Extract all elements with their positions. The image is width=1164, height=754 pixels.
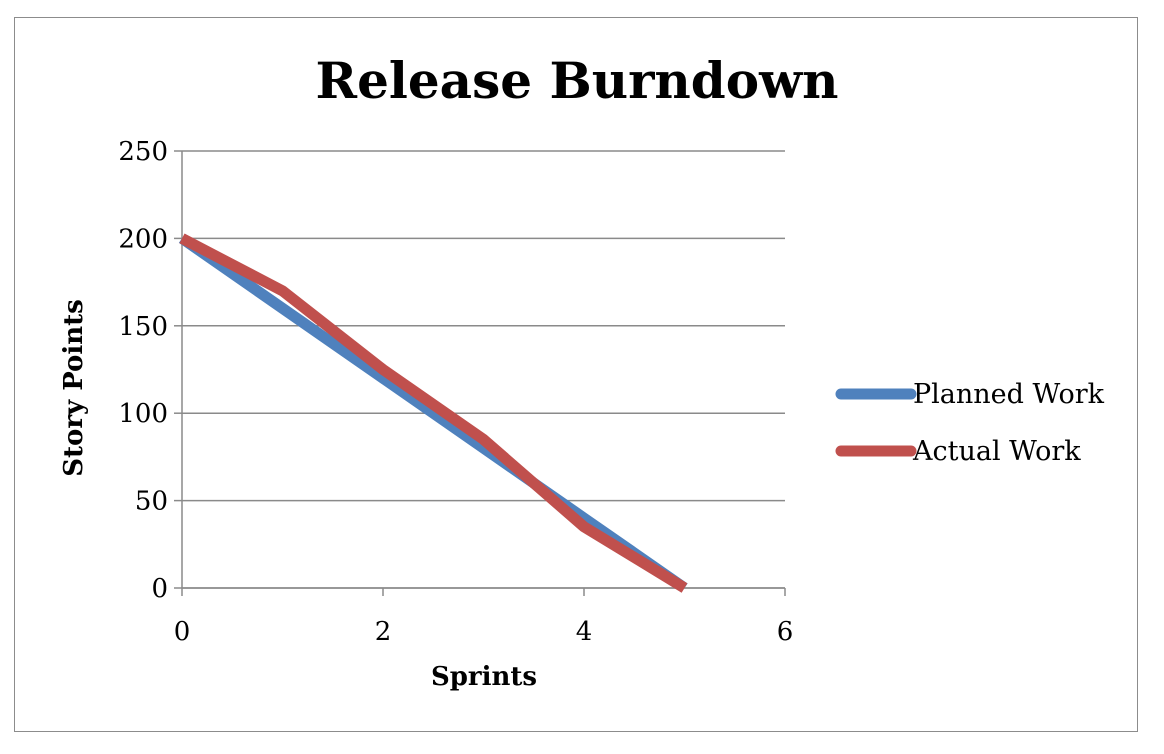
- data-point-actual-work-2: [383, 369, 384, 370]
- series-lines: [178, 233, 688, 593]
- data-point-actual-work-4: [584, 526, 585, 527]
- y-tick-label-50: 50: [135, 487, 168, 517]
- x-tick-label-4: 4: [576, 617, 593, 647]
- series-line-actual-work: [179, 233, 688, 593]
- series-line-planned-work: [178, 233, 688, 593]
- data-point-actual-work-3: [483, 439, 484, 440]
- tick-labels: 0 50 100 150 200 250 0 2 4 6: [118, 137, 793, 647]
- data-point-planned-work-3: [483, 448, 484, 449]
- data-point-planned-work-4: [584, 518, 585, 519]
- x-tick-label-0: 0: [174, 617, 191, 647]
- data-point-planned-work-1: [282, 308, 283, 309]
- x-axis-title: Sprints: [431, 662, 537, 692]
- data-point-actual-work-1: [282, 290, 283, 291]
- gridlines: [182, 150, 785, 589]
- x-tick-label-2: 2: [375, 617, 392, 647]
- data-point-actual-work-5: [684, 588, 685, 589]
- y-tick-label-100: 100: [118, 399, 168, 429]
- y-tick-label-250: 250: [118, 137, 168, 167]
- y-tick-label-150: 150: [118, 312, 168, 342]
- legend: Planned Work Actual Work: [835, 379, 1105, 467]
- x-tick-label-6: 6: [777, 617, 794, 647]
- y-tick-label-200: 200: [118, 224, 168, 254]
- legend-label-actual-work: Actual Work: [912, 436, 1081, 467]
- legend-label-planned-work: Planned Work: [913, 379, 1105, 410]
- data-point-actual-work-0: [182, 238, 183, 239]
- chart-title: Release Burndown: [316, 51, 839, 110]
- y-tick-label-0: 0: [151, 574, 168, 604]
- data-point-planned-work-2: [383, 378, 384, 379]
- chart-svg: Release Burndown 0 50 100 150 200 250 0 2 4 6 Spr…: [59, 51, 1105, 692]
- axes: [174, 150, 786, 596]
- y-axis-title: Story Points: [59, 299, 89, 477]
- chart-area: Release Burndown 0 50 100 150 200 250 0 2 4 6 Spr…: [14, 17, 1138, 732]
